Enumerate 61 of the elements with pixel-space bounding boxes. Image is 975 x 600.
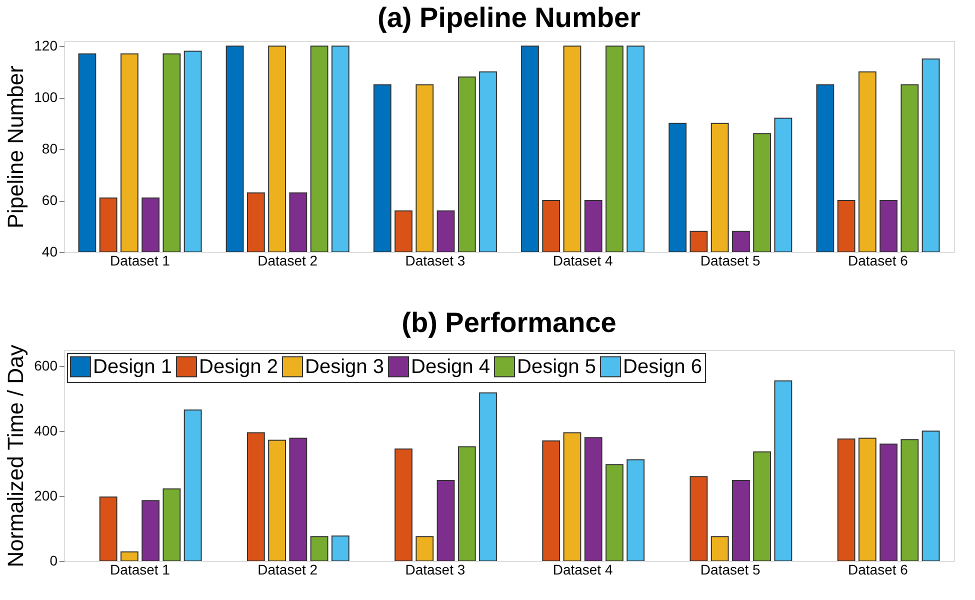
legend-label: Design 4 [411,356,490,378]
bar [732,480,750,561]
x-tick-label: Dataset 2 [258,252,318,268]
bar [563,432,582,561]
x-tick-label: Dataset 2 [258,562,318,578]
bar [120,551,138,561]
x-tick-label: Dataset 6 [848,562,908,578]
bar [162,488,181,561]
y-axis-title: Normalized Time / Day [3,344,28,568]
bar [99,496,118,561]
y-tick-label: 120 [34,38,58,54]
chart-title: (b) Performance [402,307,616,338]
x-tick-label: Dataset 3 [405,562,466,578]
bar [394,448,412,561]
y-tick-label: 600 [34,358,58,374]
bar [436,480,455,561]
y-tick-label: 60 [42,192,58,208]
x-tick-label: Dataset 1 [110,252,170,268]
bar [837,438,856,561]
bar [900,439,919,561]
x-tick-label: Dataset 6 [848,252,908,268]
bar [416,536,434,561]
bar [268,440,286,561]
bar [626,459,645,561]
bar [690,476,708,561]
chart-title: (a) Pipeline Number [378,2,641,34]
y-tick-label: 200 [34,488,58,504]
bar [246,432,265,561]
bar [710,536,729,561]
bar [880,444,898,561]
bar [753,451,772,561]
x-tick-label: Dataset 4 [552,562,613,578]
y-tick-label: 80 [42,140,58,157]
bar [542,440,560,561]
legend-label: Design 2 [199,356,278,378]
x-tick-label: Dataset 5 [700,562,761,578]
bar [858,438,876,561]
bar [331,536,350,561]
bar [584,437,602,561]
legend-label: Design 6 [623,356,702,378]
y-tick-label: 100 [34,89,58,106]
bar [458,446,476,561]
bar [289,438,308,561]
y-tick-label: 0 [50,552,58,568]
bar [774,380,792,561]
y-tick-label: 40 [42,244,58,260]
bar [922,430,940,561]
y-axis-title: Pipeline Number [3,66,28,228]
bar [479,392,497,561]
x-tick-label: Dataset 5 [700,252,761,268]
bar [310,536,328,561]
y-tick-label: 400 [34,422,58,439]
bar [184,410,202,561]
bar [606,464,624,561]
x-tick-label: Dataset 4 [552,252,613,268]
legend-label: Design 5 [517,356,596,378]
bar [142,500,160,561]
x-tick-label: Dataset 3 [405,252,466,268]
x-tick-label: Dataset 1 [110,562,170,578]
legend-label: Design 3 [305,356,384,378]
legend-label: Design 1 [93,356,172,378]
